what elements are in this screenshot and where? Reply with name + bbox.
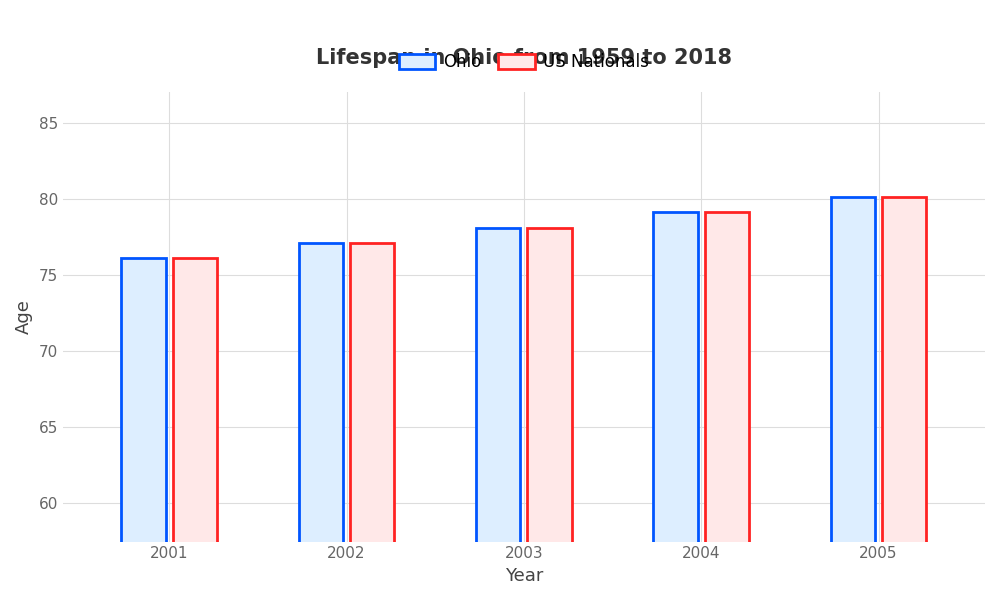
Bar: [653, 212, 698, 600]
Bar: [705, 212, 749, 600]
Bar: [121, 258, 166, 600]
X-axis label: Year: Year: [505, 567, 543, 585]
Legend: Ohio, US Nationals: Ohio, US Nationals: [392, 47, 656, 78]
Bar: [882, 197, 926, 600]
Y-axis label: Age: Age: [15, 299, 33, 334]
Bar: [831, 197, 875, 600]
Bar: [173, 258, 217, 600]
Bar: [299, 243, 343, 600]
Bar: [527, 228, 572, 600]
Bar: [350, 243, 394, 600]
Title: Lifespan in Ohio from 1959 to 2018: Lifespan in Ohio from 1959 to 2018: [316, 49, 732, 68]
Bar: [476, 228, 520, 600]
